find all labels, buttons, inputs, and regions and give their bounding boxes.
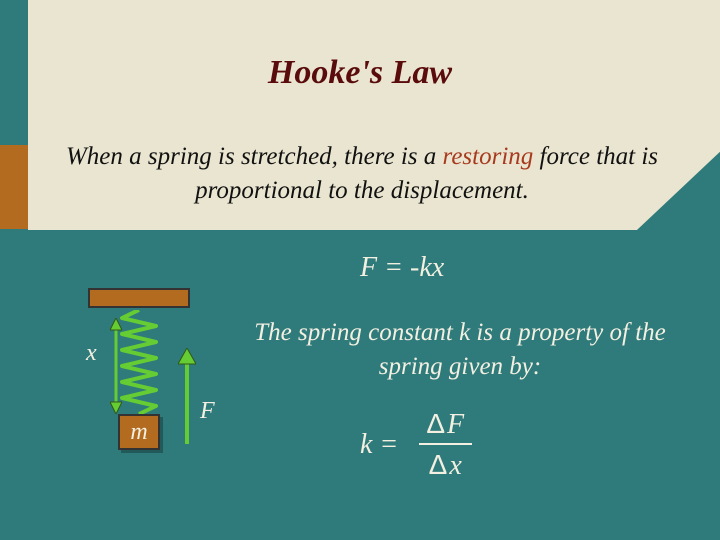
fraction-numerator: ΔF	[416, 408, 474, 443]
spring-anchor-bar	[88, 288, 190, 308]
fraction-denominator: Δx	[419, 443, 472, 482]
slide: Hooke's Law When a spring is stretched, …	[0, 0, 720, 540]
intro-pre: When a spring is stretched, there is a	[66, 143, 443, 170]
spring-icon	[116, 310, 162, 414]
force-label: F	[200, 398, 215, 425]
slide-title: Hooke's Law	[0, 54, 720, 92]
main-equation: F = -kx	[360, 252, 444, 284]
displacement-arrow-icon	[110, 318, 122, 414]
force-arrow-icon	[178, 348, 196, 448]
k-equation: k = ΔF Δx	[360, 408, 474, 482]
k-equals-label: k =	[360, 429, 398, 461]
delta-symbol-top: Δ	[426, 408, 445, 439]
mass-label: m	[130, 419, 147, 446]
x-label: x	[86, 340, 97, 367]
intro-highlight: restoring	[443, 143, 534, 170]
mass-block: m	[118, 414, 160, 450]
intro-text: When a spring is stretched, there is a r…	[52, 140, 672, 208]
accent-bar	[0, 145, 28, 229]
delta-symbol-bottom: Δ	[429, 449, 448, 480]
fraction: ΔF Δx	[416, 408, 474, 482]
denominator-var: x	[449, 450, 461, 481]
spring-constant-description: The spring constant k is a property of t…	[240, 316, 680, 384]
spring-diagram: x m F	[60, 288, 240, 498]
numerator-var: F	[447, 409, 464, 440]
